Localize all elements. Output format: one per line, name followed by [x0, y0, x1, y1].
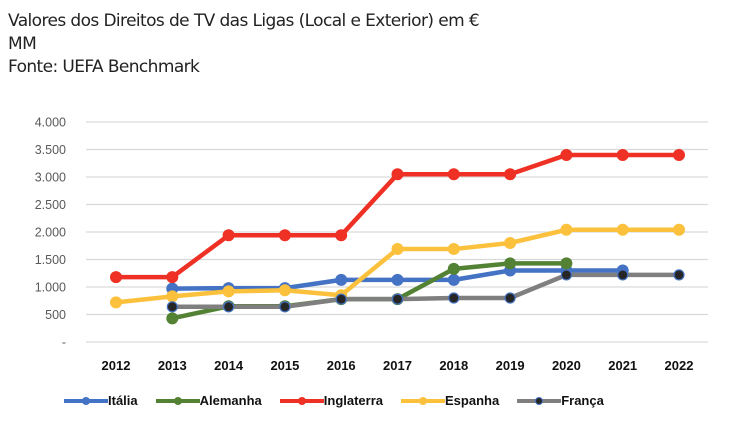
y-tick-label: 500 — [45, 308, 66, 322]
data-point — [447, 168, 460, 181]
data-point — [504, 257, 517, 270]
x-tick-label: 2014 — [214, 358, 244, 373]
x-tick-label: 2021 — [608, 358, 637, 373]
data-point — [560, 269, 573, 281]
series-inglaterra — [110, 149, 685, 284]
legend-label: França — [561, 393, 604, 408]
data-point — [560, 149, 573, 161]
data-point — [335, 273, 348, 286]
data-point — [504, 168, 517, 181]
y-tick-label: 1.500 — [35, 253, 66, 267]
x-tick-label: 2019 — [496, 358, 525, 373]
data-point — [560, 223, 573, 236]
series-espanha — [110, 223, 685, 309]
x-tick-label: 2013 — [158, 358, 187, 373]
data-point — [673, 269, 685, 281]
data-point — [560, 257, 573, 270]
legend-item: França — [517, 393, 604, 408]
x-axis-ticks: 2012 2013 2014 2015 2016 2017 2018 2019 2020 2021… — [102, 358, 694, 373]
chart-subtitle: Fonte: UEFA Benchmark — [8, 57, 200, 77]
x-tick-label: 2018 — [439, 358, 468, 373]
data-point — [335, 293, 347, 305]
data-point — [222, 285, 235, 298]
series-line — [115, 227, 679, 305]
data-point — [166, 312, 179, 325]
legend-label: Inglaterra — [323, 393, 384, 408]
data-point — [448, 292, 460, 304]
data-point — [278, 229, 291, 242]
y-tick-label: 2.500 — [35, 198, 66, 212]
data-point — [447, 273, 460, 286]
data-point — [166, 290, 179, 303]
chart-title-line-1: Valores dos Direitos de TV das Ligas (Lo… — [8, 11, 480, 31]
data-point — [616, 149, 629, 161]
data-point — [166, 301, 178, 313]
data-point — [223, 301, 235, 313]
data-point — [279, 301, 291, 313]
y-tick-label: 3.000 — [35, 171, 66, 185]
legend-swatch-icon — [64, 396, 108, 405]
legend-item: Espanha — [401, 393, 499, 408]
legend-item: Itália — [64, 393, 138, 408]
legend-swatch-icon — [517, 396, 562, 405]
data-point — [504, 292, 516, 304]
y-tick-label: 1.000 — [35, 281, 66, 295]
legend-swatch-icon — [401, 396, 446, 405]
chart-title-line-2: MM — [8, 34, 37, 54]
y-axis-ticks: - 500 1.000 1.500 2.000 2.500 3.000 3.500 4.000 — [35, 116, 66, 350]
y-tick-label: 3.500 — [35, 143, 66, 157]
legend-swatch-icon — [155, 396, 200, 405]
x-tick-label: 2020 — [552, 358, 581, 373]
data-point — [447, 243, 460, 256]
x-tick-label: 2012 — [102, 358, 131, 373]
legend-swatch-icon — [279, 396, 324, 405]
data-point — [222, 229, 235, 242]
data-point — [166, 271, 179, 284]
data-point — [673, 223, 685, 236]
y-tick-label: 4.000 — [35, 116, 66, 130]
data-point — [447, 262, 460, 275]
y-tick-label: - — [62, 336, 66, 350]
series-frança — [166, 269, 685, 313]
legend-item: Inglaterra — [279, 393, 384, 408]
legend: Itália Alemanha Inglaterra Espanha França — [64, 393, 622, 408]
legend-item: Alemanha — [155, 393, 262, 408]
data-point — [616, 223, 629, 236]
y-tick-label: 2.000 — [35, 226, 66, 240]
data-point — [335, 229, 348, 242]
legend-label: Itália — [108, 393, 138, 408]
data-point — [391, 273, 404, 286]
x-tick-label: 2015 — [270, 358, 299, 373]
data-point — [110, 296, 122, 309]
data-point — [391, 293, 404, 305]
series-lines — [110, 149, 685, 325]
data-point — [617, 269, 629, 281]
data-point — [391, 168, 404, 181]
x-tick-label: 2017 — [383, 358, 412, 373]
series-itália — [166, 264, 629, 295]
data-point — [673, 149, 685, 161]
legend-label: Alemanha — [199, 393, 262, 408]
x-tick-label: 2016 — [327, 358, 356, 373]
series-line — [172, 272, 679, 310]
data-point — [504, 237, 517, 249]
data-point — [110, 271, 122, 284]
chart-title-block: Valores dos Direitos de TV das Ligas (Lo… — [8, 10, 480, 79]
legend-label: Espanha — [445, 393, 500, 408]
data-point — [391, 243, 404, 256]
data-point — [278, 284, 291, 297]
x-tick-label: 2022 — [665, 358, 694, 373]
